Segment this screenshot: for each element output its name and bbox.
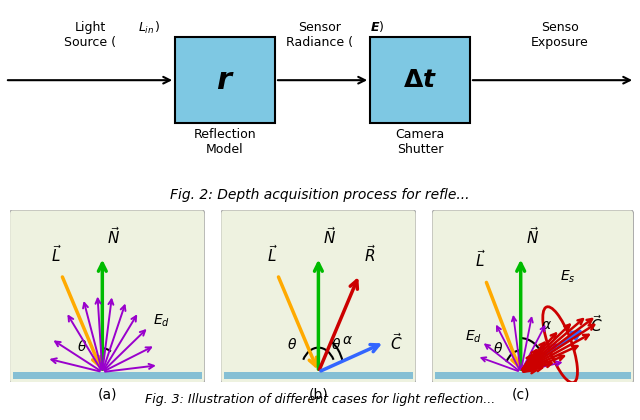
Text: $\vec{R}$: $\vec{R}$ bbox=[364, 244, 377, 265]
Text: Fig. 2: Depth acquisition process for refle...: Fig. 2: Depth acquisition process for re… bbox=[170, 188, 470, 202]
Text: Reflection
Model: Reflection Model bbox=[194, 128, 256, 156]
Text: $\alpha$: $\alpha$ bbox=[541, 318, 552, 332]
Bar bbox=[435, 372, 630, 380]
FancyBboxPatch shape bbox=[221, 210, 416, 383]
Text: Senso
Exposure: Senso Exposure bbox=[531, 21, 589, 50]
FancyBboxPatch shape bbox=[175, 37, 275, 123]
FancyBboxPatch shape bbox=[370, 37, 470, 123]
Text: $\boldsymbol{r}$: $\boldsymbol{r}$ bbox=[216, 66, 234, 94]
Text: $\theta$: $\theta$ bbox=[287, 337, 297, 352]
Text: $E_s$: $E_s$ bbox=[559, 269, 575, 285]
Text: ): ) bbox=[155, 21, 160, 34]
Text: $\vec{L}$: $\vec{L}$ bbox=[267, 244, 278, 265]
Text: $\boldsymbol{L_{in}}$: $\boldsymbol{L_{in}}$ bbox=[138, 21, 154, 37]
Text: ): ) bbox=[379, 21, 384, 34]
Text: Sensor
Radiance (: Sensor Radiance ( bbox=[287, 21, 353, 50]
Bar bbox=[224, 372, 413, 380]
Text: (a): (a) bbox=[97, 388, 117, 402]
Text: $\vec{N}$: $\vec{N}$ bbox=[108, 226, 120, 247]
Text: Camera
Shutter: Camera Shutter bbox=[396, 128, 445, 156]
Text: Fig. 3: Illustration of different cases for light reflection...: Fig. 3: Illustration of different cases … bbox=[145, 393, 495, 406]
Text: $\alpha$: $\alpha$ bbox=[342, 333, 353, 347]
Text: $\theta$: $\theta$ bbox=[77, 339, 87, 354]
Text: $\vec{C}$: $\vec{C}$ bbox=[390, 332, 403, 353]
Text: (c): (c) bbox=[511, 388, 530, 402]
FancyBboxPatch shape bbox=[432, 210, 634, 383]
Text: (b): (b) bbox=[308, 388, 328, 402]
Text: $E_d$: $E_d$ bbox=[465, 328, 483, 345]
Text: $\vec{L}$: $\vec{L}$ bbox=[51, 244, 62, 265]
Text: $\vec{L}$: $\vec{L}$ bbox=[475, 249, 486, 270]
Text: $\theta$: $\theta$ bbox=[493, 341, 504, 357]
Text: $E_d$: $E_d$ bbox=[153, 312, 170, 329]
FancyBboxPatch shape bbox=[10, 210, 205, 383]
Text: $\boldsymbol{E}$: $\boldsymbol{E}$ bbox=[370, 21, 380, 34]
Text: $\theta$: $\theta$ bbox=[331, 337, 341, 352]
Text: $\boldsymbol{\Delta t}$: $\boldsymbol{\Delta t}$ bbox=[403, 68, 437, 92]
Text: $\vec{C}$: $\vec{C}$ bbox=[591, 315, 603, 336]
Bar bbox=[13, 372, 202, 380]
Text: Light
Source (: Light Source ( bbox=[64, 21, 116, 50]
Text: $\vec{N}$: $\vec{N}$ bbox=[323, 226, 336, 247]
Text: $\vec{N}$: $\vec{N}$ bbox=[525, 226, 539, 247]
